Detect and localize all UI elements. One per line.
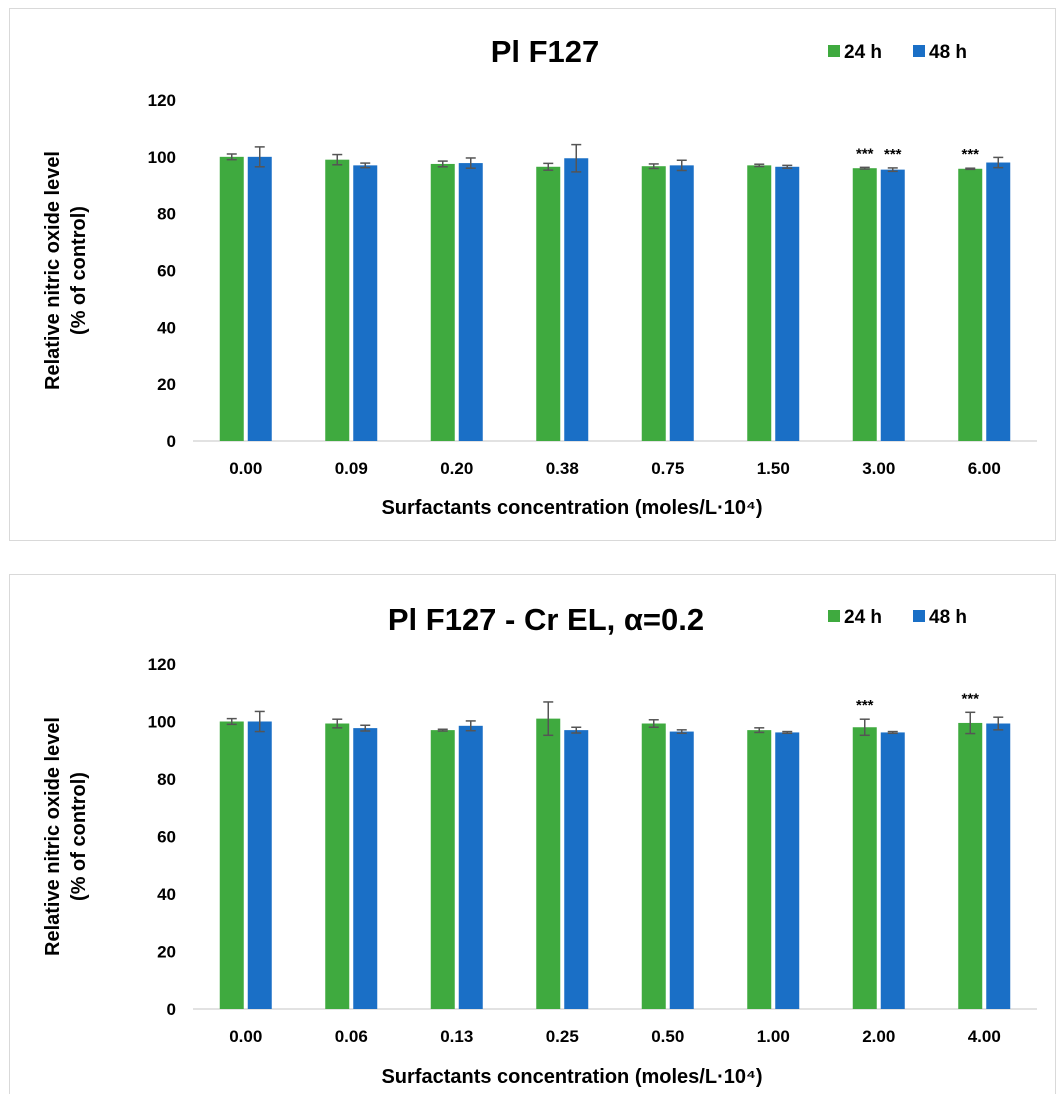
y-tick-label: 20 xyxy=(157,375,176,394)
bar xyxy=(852,727,877,1009)
legend-swatch xyxy=(913,610,925,622)
bar xyxy=(536,718,561,1009)
bar xyxy=(641,723,666,1009)
bar xyxy=(564,158,589,442)
significance-annotation: *** xyxy=(961,146,979,163)
y-tick-label: 0 xyxy=(167,432,176,451)
bar xyxy=(458,163,483,441)
x-tick-label: 0.00 xyxy=(229,1027,262,1046)
bar xyxy=(669,731,694,1009)
y-tick-label: 100 xyxy=(148,713,176,732)
x-tick-label: 1.00 xyxy=(757,1027,790,1046)
bar xyxy=(641,166,666,442)
legend-label: 24 h xyxy=(844,42,882,63)
legend-label: 48 h xyxy=(929,42,967,63)
y-tick-label: 120 xyxy=(148,91,176,110)
y-tick-label: 40 xyxy=(157,318,176,337)
x-tick-label: 0.06 xyxy=(335,1027,368,1046)
bar xyxy=(986,162,1011,441)
x-tick-label: 2.00 xyxy=(862,1027,895,1046)
bar xyxy=(219,721,244,1009)
legend-swatch xyxy=(913,45,925,57)
y-axis-label: Relative nitric oxide level xyxy=(42,717,64,956)
x-tick-label: 0.13 xyxy=(440,1027,473,1046)
legend-label: 24 h xyxy=(844,607,882,628)
chart-panel-2: Pl F127 - Cr EL, α=0.2 24 h 48 h 0 20 40 60 80 1… xyxy=(9,574,1056,1094)
significance-annotation: *** xyxy=(856,145,874,162)
bar xyxy=(880,169,905,441)
bar xyxy=(775,732,800,1009)
x-tick-label: 0.09 xyxy=(335,459,368,478)
y-tick-label: 80 xyxy=(157,205,176,224)
bar xyxy=(353,165,378,441)
significance-annotation: *** xyxy=(884,146,902,163)
significance-annotation: *** xyxy=(961,690,979,707)
x-tick-label: 3.00 xyxy=(862,459,895,478)
bar-chart-2: Pl F127 - Cr EL, α=0.2 24 h 48 h 0 20 40 60 80 1… xyxy=(42,602,1037,1088)
bar xyxy=(852,168,877,441)
bar xyxy=(536,166,561,441)
y-tick-label: 60 xyxy=(157,262,176,281)
x-tick-label: 0.00 xyxy=(229,459,262,478)
x-tick-label: 4.00 xyxy=(968,1027,1001,1046)
chart-panel-1: Pl F127 24 h 48 h 0 20 40 60 80 100 120 Relative n… xyxy=(9,8,1056,541)
y-tick-label: 120 xyxy=(148,655,176,674)
x-tick-label: 6.00 xyxy=(968,459,1001,478)
x-axis-label: Surfactants concentration (moles/L·10⁴) xyxy=(381,1066,762,1088)
x-tick-label: 0.50 xyxy=(651,1027,684,1046)
x-tick-label: 0.75 xyxy=(651,459,684,478)
bar xyxy=(353,728,378,1009)
bar xyxy=(880,732,905,1009)
bar xyxy=(219,156,244,442)
bar xyxy=(247,156,272,442)
bar xyxy=(747,165,772,441)
bar xyxy=(430,163,455,441)
legend-label: 48 h xyxy=(929,607,967,628)
legend-swatch xyxy=(828,45,840,57)
y-tick-label: 60 xyxy=(157,828,176,847)
bar xyxy=(564,730,589,1009)
y-tick-label: 0 xyxy=(167,1000,176,1019)
bar xyxy=(958,168,983,442)
y-tick-label: 40 xyxy=(157,885,176,904)
bar xyxy=(775,166,800,441)
chart-title: Pl F127 - Cr EL, α=0.2 xyxy=(388,602,704,637)
y-axis-label: Relative nitric oxide level xyxy=(42,151,64,390)
bar xyxy=(958,722,983,1009)
bar xyxy=(325,723,350,1009)
bar xyxy=(247,721,272,1009)
x-tick-label: 0.25 xyxy=(546,1027,579,1046)
bar xyxy=(669,165,694,441)
bar xyxy=(747,730,772,1009)
y-tick-label: 100 xyxy=(148,148,176,167)
bar-chart-1: Pl F127 24 h 48 h 0 20 40 60 80 100 120 Relative n… xyxy=(42,34,1037,519)
x-tick-label: 0.38 xyxy=(546,459,579,478)
bar xyxy=(325,159,350,442)
chart-title: Pl F127 xyxy=(491,34,600,69)
y-tick-label: 80 xyxy=(157,770,176,789)
y-axis-label: (% of control) xyxy=(68,206,90,335)
x-tick-label: 0.20 xyxy=(440,459,473,478)
legend-swatch xyxy=(828,610,840,622)
y-axis-label: (% of control) xyxy=(68,772,90,901)
y-tick-label: 20 xyxy=(157,943,176,962)
bar xyxy=(430,730,455,1009)
significance-annotation: *** xyxy=(856,697,874,714)
x-axis-label: Surfactants concentration (moles/L·10⁴) xyxy=(381,497,762,519)
bar xyxy=(986,723,1011,1009)
x-tick-label: 1.50 xyxy=(757,459,790,478)
bar xyxy=(458,725,483,1009)
